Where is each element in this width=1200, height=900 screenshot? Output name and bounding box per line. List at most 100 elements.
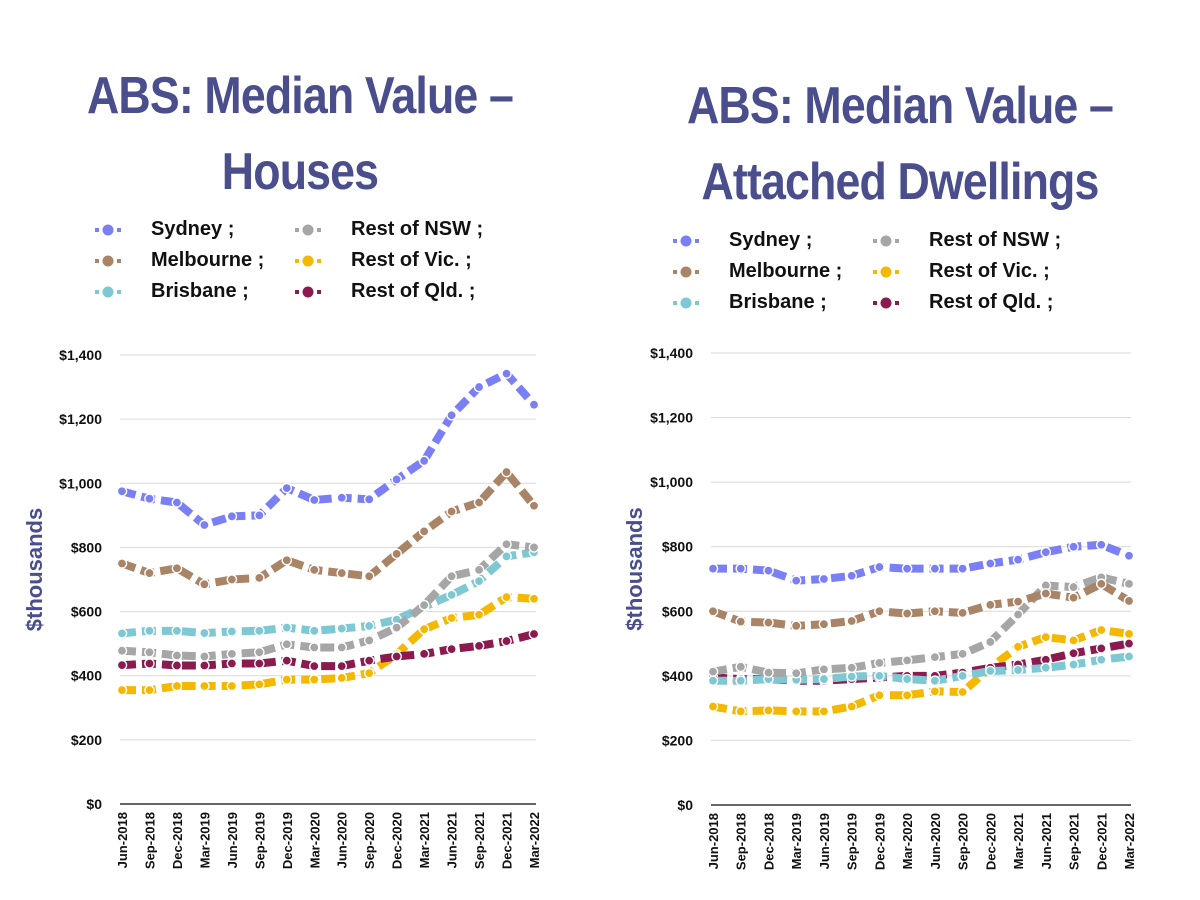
series-line [713,540,1131,585]
data-point [846,701,857,712]
data-point [144,647,155,658]
chart-legend: Sydney ; Rest of NSW ; Melbourne ; Rest … [673,225,1093,318]
data-point [418,648,430,660]
data-point [929,651,941,663]
legend-item-rest-of-vic: Rest of Vic. ; [295,245,515,276]
series-melbourne [707,578,1135,632]
data-point [1123,651,1135,662]
legend-item-brisbane: Brisbane ; [95,276,295,307]
data-point [144,567,155,579]
data-point [171,562,183,574]
data-point [763,667,774,678]
data-point [874,689,885,701]
data-point [501,538,512,550]
data-point [501,551,512,562]
legend-item-sydney: Sydney ; [673,225,873,256]
data-point [391,651,402,662]
y-tick-label: $200 [71,732,102,748]
y-axis-title: $thousands [22,508,47,631]
data-point [1068,581,1079,593]
houses-line-chart: $0 $200 $400 $600 $800 $1,000 $1,200 $1,400 $tho… [22,347,542,869]
series-melbourne [116,466,540,590]
legend-marker-icon [873,296,899,310]
legend-marker-icon [673,296,699,310]
data-point [1123,595,1135,607]
data-point [1095,539,1107,551]
legend-marker-icon [95,285,121,299]
x-tick-label: Dec-2020 [390,812,405,869]
data-point [1068,541,1079,553]
data-point [790,667,802,679]
y-tick-label: $0 [677,797,693,813]
data-point [874,561,885,573]
data-point [226,648,238,660]
data-point [336,642,348,653]
data-point [1040,546,1052,558]
data-point [818,573,830,585]
data-point [929,563,941,574]
data-point [281,482,293,494]
data-point [336,492,348,504]
data-point [199,651,210,662]
legend-marker-icon [673,234,699,248]
series-brisbane [707,651,1135,687]
data-point [281,638,293,650]
x-tick-label: Sep-2020 [362,812,377,869]
chart-legend: Sydney ; Rest of NSW ; Melbourne ; Rest … [95,214,515,307]
chart-title: ABS: Median Value – Houses [86,67,514,201]
data-point [473,497,485,508]
x-tick-label: Mar-2022 [1122,813,1137,869]
data-point [281,554,293,566]
data-point [363,655,375,666]
data-point [418,623,430,635]
data-point [446,570,457,582]
legend-item-rest-of-vic: Rest of Vic. ; [873,256,1093,287]
x-tick-label: Mar-2022 [527,812,542,868]
data-point [226,680,238,692]
legend-item-sydney: Sydney ; [95,214,295,245]
data-point [528,500,540,512]
data-point [1123,550,1135,562]
legend-item-rest-of-qld: Rest of Qld. ; [295,276,515,307]
data-point [308,674,320,685]
data-point [473,640,485,652]
legend-marker-icon [95,254,121,268]
legend-marker-icon [295,223,321,237]
data-point [1095,578,1107,590]
x-tick-label: Dec-2018 [170,812,185,869]
data-point [446,409,457,421]
data-point [116,645,128,656]
data-point [501,635,512,647]
x-tick-label: Sep-2019 [252,812,267,869]
data-point [846,615,857,627]
data-point [874,657,885,669]
data-point [144,684,155,696]
data-point [901,563,913,574]
data-point [1012,554,1024,565]
data-point [1012,664,1024,676]
data-point [363,635,375,646]
attached-dwellings-line-chart: $0 $200 $400 $600 $800 $1,000 $1,200 $1,400 $tho… [622,345,1137,870]
data-point [790,575,802,586]
x-tick-label: Mar-2019 [197,812,212,868]
data-point [957,670,968,682]
y-tick-label: $600 [662,603,693,619]
data-point [501,466,512,478]
data-point [1012,641,1024,653]
y-tick-label: $0 [86,796,102,812]
data-point [254,647,265,658]
y-tick-label: $1,400 [650,345,693,361]
series-brisbane [116,546,540,639]
data-point [735,706,747,717]
data-point [1040,662,1052,674]
data-point [473,575,485,587]
legend-item-rest-of-qld: Rest of Qld. ; [873,287,1093,318]
data-point [818,618,830,630]
data-point [418,455,430,467]
data-point [985,558,996,569]
data-point [308,494,320,506]
x-tick-label: Sep-2021 [472,812,487,869]
y-tick-label: $400 [71,668,102,684]
data-point [446,589,457,601]
data-point [1068,635,1079,646]
